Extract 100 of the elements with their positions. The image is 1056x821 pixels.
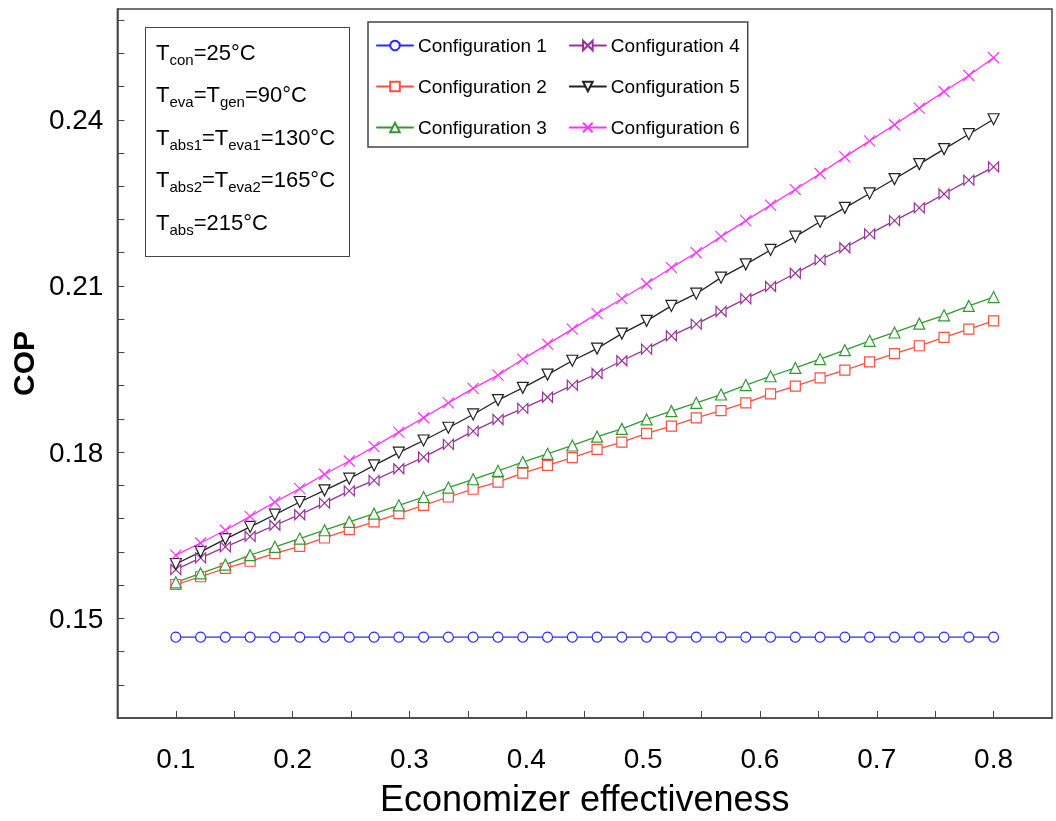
point [170,631,182,643]
point [616,355,628,367]
point [244,631,256,643]
point [442,396,455,409]
point [442,421,455,434]
point [541,631,554,643]
point [566,323,579,336]
point [814,631,826,643]
point [442,481,455,494]
point [665,631,677,643]
point [492,631,504,643]
point [839,242,851,254]
point [640,277,653,290]
point [764,198,777,212]
point [665,330,677,342]
point [392,446,405,459]
point [590,307,604,320]
point [789,361,802,375]
point [343,485,355,497]
point [393,631,405,643]
point [814,167,827,180]
legend-label: Configuration 5 [610,76,740,97]
y-tick-label: 0.21 [48,270,104,302]
point [814,372,826,384]
point [293,532,306,545]
x-tick-label: 0.1 [156,742,196,774]
point [615,422,628,435]
point [219,532,232,546]
y-axis-title: COP [6,330,40,397]
point [219,631,231,643]
point [988,631,1000,643]
point [516,352,529,366]
x-tick-label: 0.5 [623,742,663,774]
point [294,631,306,643]
point [838,201,851,214]
point [616,631,628,643]
point [937,309,951,322]
point [219,524,232,537]
x-tick-label: 0.3 [389,742,429,774]
annotation: T$_{eva}$=T$_{gen}$=90°C [156,82,308,111]
legend-label: Configuration 1 [418,35,547,56]
point [987,290,1000,304]
point [963,631,975,643]
y-tick-label: 0.15 [48,602,104,634]
point [343,515,356,529]
point [838,344,851,357]
point [888,118,901,131]
point [963,323,975,335]
point [789,267,801,279]
point [293,482,306,495]
annotation: T$_{con}$=25°C [156,40,257,69]
point [863,187,876,200]
x-tick-label: 0.8 [974,742,1014,774]
point [987,113,1000,126]
point [888,347,901,360]
point [517,631,529,643]
point [368,631,380,643]
point [963,174,975,186]
point [194,631,207,643]
point [318,497,331,509]
point [764,631,777,643]
point [839,631,851,643]
point [367,459,381,472]
point [566,379,578,391]
point [367,440,381,453]
point [913,340,925,352]
point [789,631,801,643]
point [417,434,430,447]
point [814,352,827,366]
point [392,499,405,512]
point [641,427,653,439]
point [690,287,703,300]
point [888,214,901,227]
point [715,631,727,643]
point [541,338,554,351]
point [962,299,975,312]
point [888,326,901,339]
point [492,476,504,488]
point [169,549,182,562]
point [393,463,405,475]
point [566,452,578,464]
point [864,631,876,643]
point [740,631,752,643]
point [913,157,926,171]
point [467,382,480,395]
point [194,536,207,550]
point [640,314,653,327]
x-tick-label: 0.2 [273,742,313,774]
y-tick-label: 0.24 [48,104,104,136]
point [690,246,703,259]
point [937,143,951,156]
point [516,456,529,469]
point [641,343,653,355]
point [839,364,851,376]
point [665,420,677,432]
point [491,464,505,478]
point [864,228,876,240]
point [715,305,727,318]
point [293,495,306,509]
point [863,134,876,147]
